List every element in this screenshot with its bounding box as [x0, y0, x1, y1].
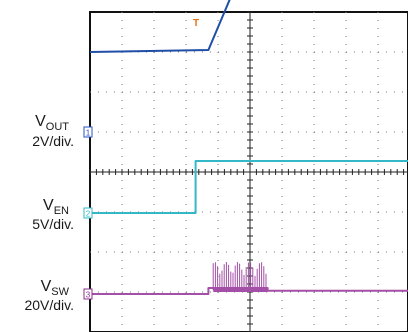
vout-name: V	[35, 113, 46, 130]
ven-sub: EN	[54, 205, 69, 217]
ven-scale: 5V/div.	[32, 216, 74, 232]
graticule	[89, 11, 408, 332]
svg-text:VEN: VEN	[43, 197, 69, 217]
channel-marker-text-1: 1	[86, 129, 91, 138]
channel-marker-3	[83, 288, 93, 300]
svg-text:VOUT: VOUT	[35, 113, 69, 133]
channel-label-ven: VEN 5V/div.	[32, 197, 74, 232]
vout-scale: 2V/div.	[32, 133, 74, 149]
traces	[89, 0, 408, 295]
channel-marker-text-3: 3	[86, 291, 91, 300]
channel-marker-2	[83, 207, 93, 219]
trace-channel-1	[89, 0, 231, 53]
vsw-scale: 20V/div.	[24, 297, 74, 313]
burst-band	[213, 288, 268, 292]
trigger-marker: T	[193, 18, 199, 29]
channel-markers: 1 2 3	[83, 126, 93, 300]
channel-label-vout: VOUT 2V/div.	[32, 113, 74, 149]
trace-channel-2	[90, 160, 408, 214]
ven-name: V	[43, 197, 54, 214]
channel-marker-text-2: 2	[86, 210, 91, 219]
svg-text:VSW: VSW	[41, 278, 70, 298]
vsw-name: V	[41, 278, 52, 295]
channel-label-vsw: VSW 20V/div.	[24, 278, 74, 313]
vsw-sub: SW	[51, 286, 69, 298]
vout-sub: OUT	[46, 121, 70, 133]
channel-marker-1	[83, 126, 93, 138]
